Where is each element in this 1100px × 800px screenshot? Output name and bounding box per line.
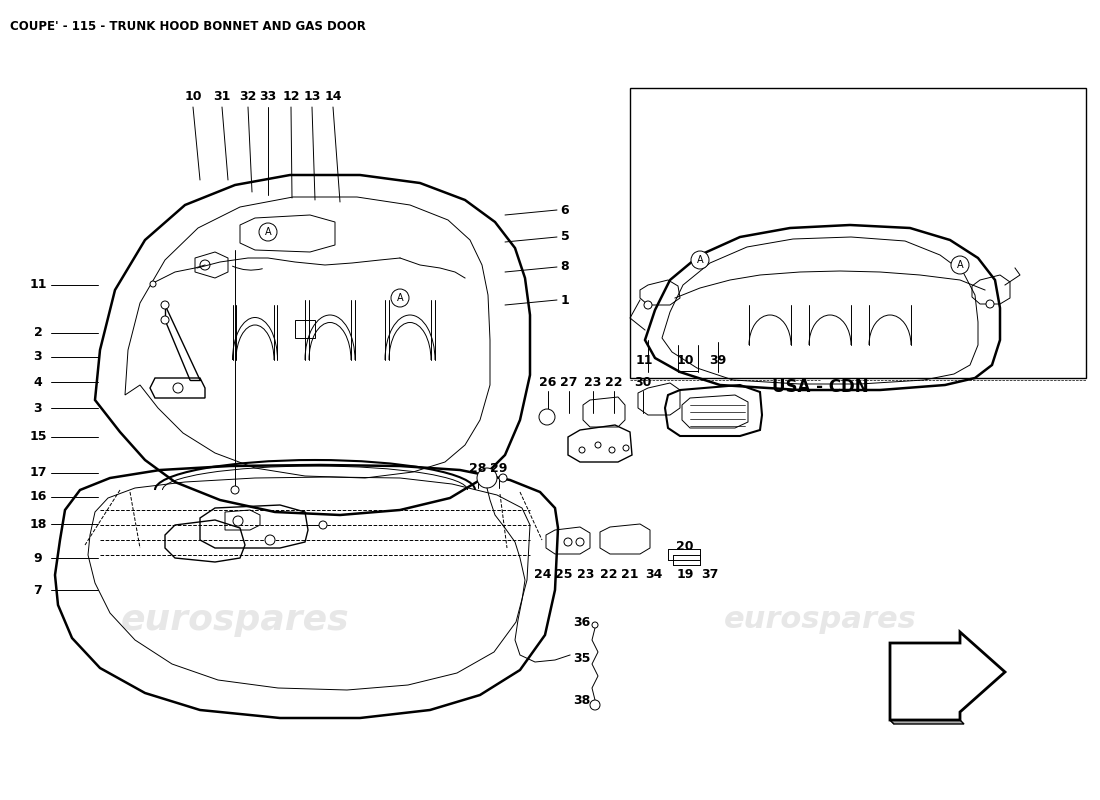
Circle shape: [161, 316, 169, 324]
Circle shape: [200, 260, 210, 270]
Text: eurospares: eurospares: [121, 603, 350, 637]
Text: 30: 30: [635, 377, 651, 390]
Text: 13: 13: [304, 90, 321, 103]
Circle shape: [592, 622, 598, 628]
Circle shape: [579, 447, 585, 453]
Circle shape: [691, 251, 710, 269]
Text: 32: 32: [240, 90, 256, 103]
Circle shape: [543, 413, 551, 421]
Circle shape: [319, 521, 327, 529]
Text: 26: 26: [539, 377, 557, 390]
Circle shape: [590, 700, 600, 710]
Text: 22: 22: [605, 377, 623, 390]
Text: 17: 17: [30, 466, 46, 479]
Circle shape: [390, 289, 409, 307]
Text: 20: 20: [676, 541, 694, 554]
Circle shape: [150, 281, 156, 287]
Text: 37: 37: [702, 569, 718, 582]
Bar: [630, 88, 1086, 378]
Text: 38: 38: [573, 694, 591, 706]
Text: 2: 2: [34, 326, 43, 339]
Text: 23: 23: [584, 377, 602, 390]
Circle shape: [623, 445, 629, 451]
Circle shape: [477, 468, 497, 488]
Text: 21: 21: [621, 569, 639, 582]
Text: 29: 29: [491, 462, 508, 474]
Polygon shape: [890, 720, 964, 724]
Text: 12: 12: [283, 90, 299, 103]
Polygon shape: [890, 632, 1005, 720]
Text: 19: 19: [676, 569, 694, 582]
Text: A: A: [397, 293, 404, 303]
Text: 10: 10: [676, 354, 694, 366]
Circle shape: [952, 256, 969, 274]
Text: 31: 31: [213, 90, 231, 103]
Text: 11: 11: [636, 354, 652, 366]
Text: 22: 22: [601, 569, 618, 582]
Text: 28: 28: [470, 462, 486, 474]
Polygon shape: [890, 643, 894, 724]
Circle shape: [258, 223, 277, 241]
Text: 24: 24: [535, 569, 552, 582]
Text: 33: 33: [260, 90, 276, 103]
Circle shape: [595, 442, 601, 448]
Text: 3: 3: [34, 402, 42, 414]
Text: A: A: [957, 260, 964, 270]
Text: 23: 23: [578, 569, 595, 582]
Text: 5: 5: [561, 230, 570, 243]
Circle shape: [564, 538, 572, 546]
Text: 10: 10: [185, 90, 201, 103]
Text: A: A: [265, 227, 272, 237]
Text: A: A: [696, 255, 703, 265]
Text: 11: 11: [30, 278, 46, 291]
Circle shape: [161, 301, 169, 309]
Text: 39: 39: [710, 354, 727, 366]
Circle shape: [231, 486, 239, 494]
Circle shape: [986, 300, 994, 308]
Circle shape: [609, 447, 615, 453]
Text: 34: 34: [646, 569, 662, 582]
Text: 7: 7: [34, 583, 43, 597]
Text: 14: 14: [324, 90, 342, 103]
Text: COUPE' - 115 - TRUNK HOOD BONNET AND GAS DOOR: COUPE' - 115 - TRUNK HOOD BONNET AND GAS…: [10, 20, 366, 33]
Text: USA - CDN: USA - CDN: [772, 378, 868, 396]
Circle shape: [576, 538, 584, 546]
Text: 3: 3: [34, 350, 42, 363]
Text: 9: 9: [34, 551, 42, 565]
Text: 25: 25: [556, 569, 573, 582]
Text: 15: 15: [30, 430, 46, 443]
Text: 1: 1: [561, 294, 570, 306]
Text: 35: 35: [573, 651, 591, 665]
Circle shape: [539, 409, 556, 425]
Text: 16: 16: [30, 490, 46, 503]
Circle shape: [482, 473, 492, 483]
Circle shape: [233, 516, 243, 526]
Circle shape: [499, 474, 507, 482]
Circle shape: [265, 535, 275, 545]
Text: 18: 18: [30, 518, 46, 530]
Text: 27: 27: [560, 377, 578, 390]
Text: 6: 6: [561, 203, 570, 217]
Text: 8: 8: [561, 261, 570, 274]
Text: 4: 4: [34, 375, 43, 389]
Text: eurospares: eurospares: [724, 606, 916, 634]
Text: 36: 36: [573, 615, 591, 629]
Circle shape: [173, 383, 183, 393]
Circle shape: [644, 301, 652, 309]
